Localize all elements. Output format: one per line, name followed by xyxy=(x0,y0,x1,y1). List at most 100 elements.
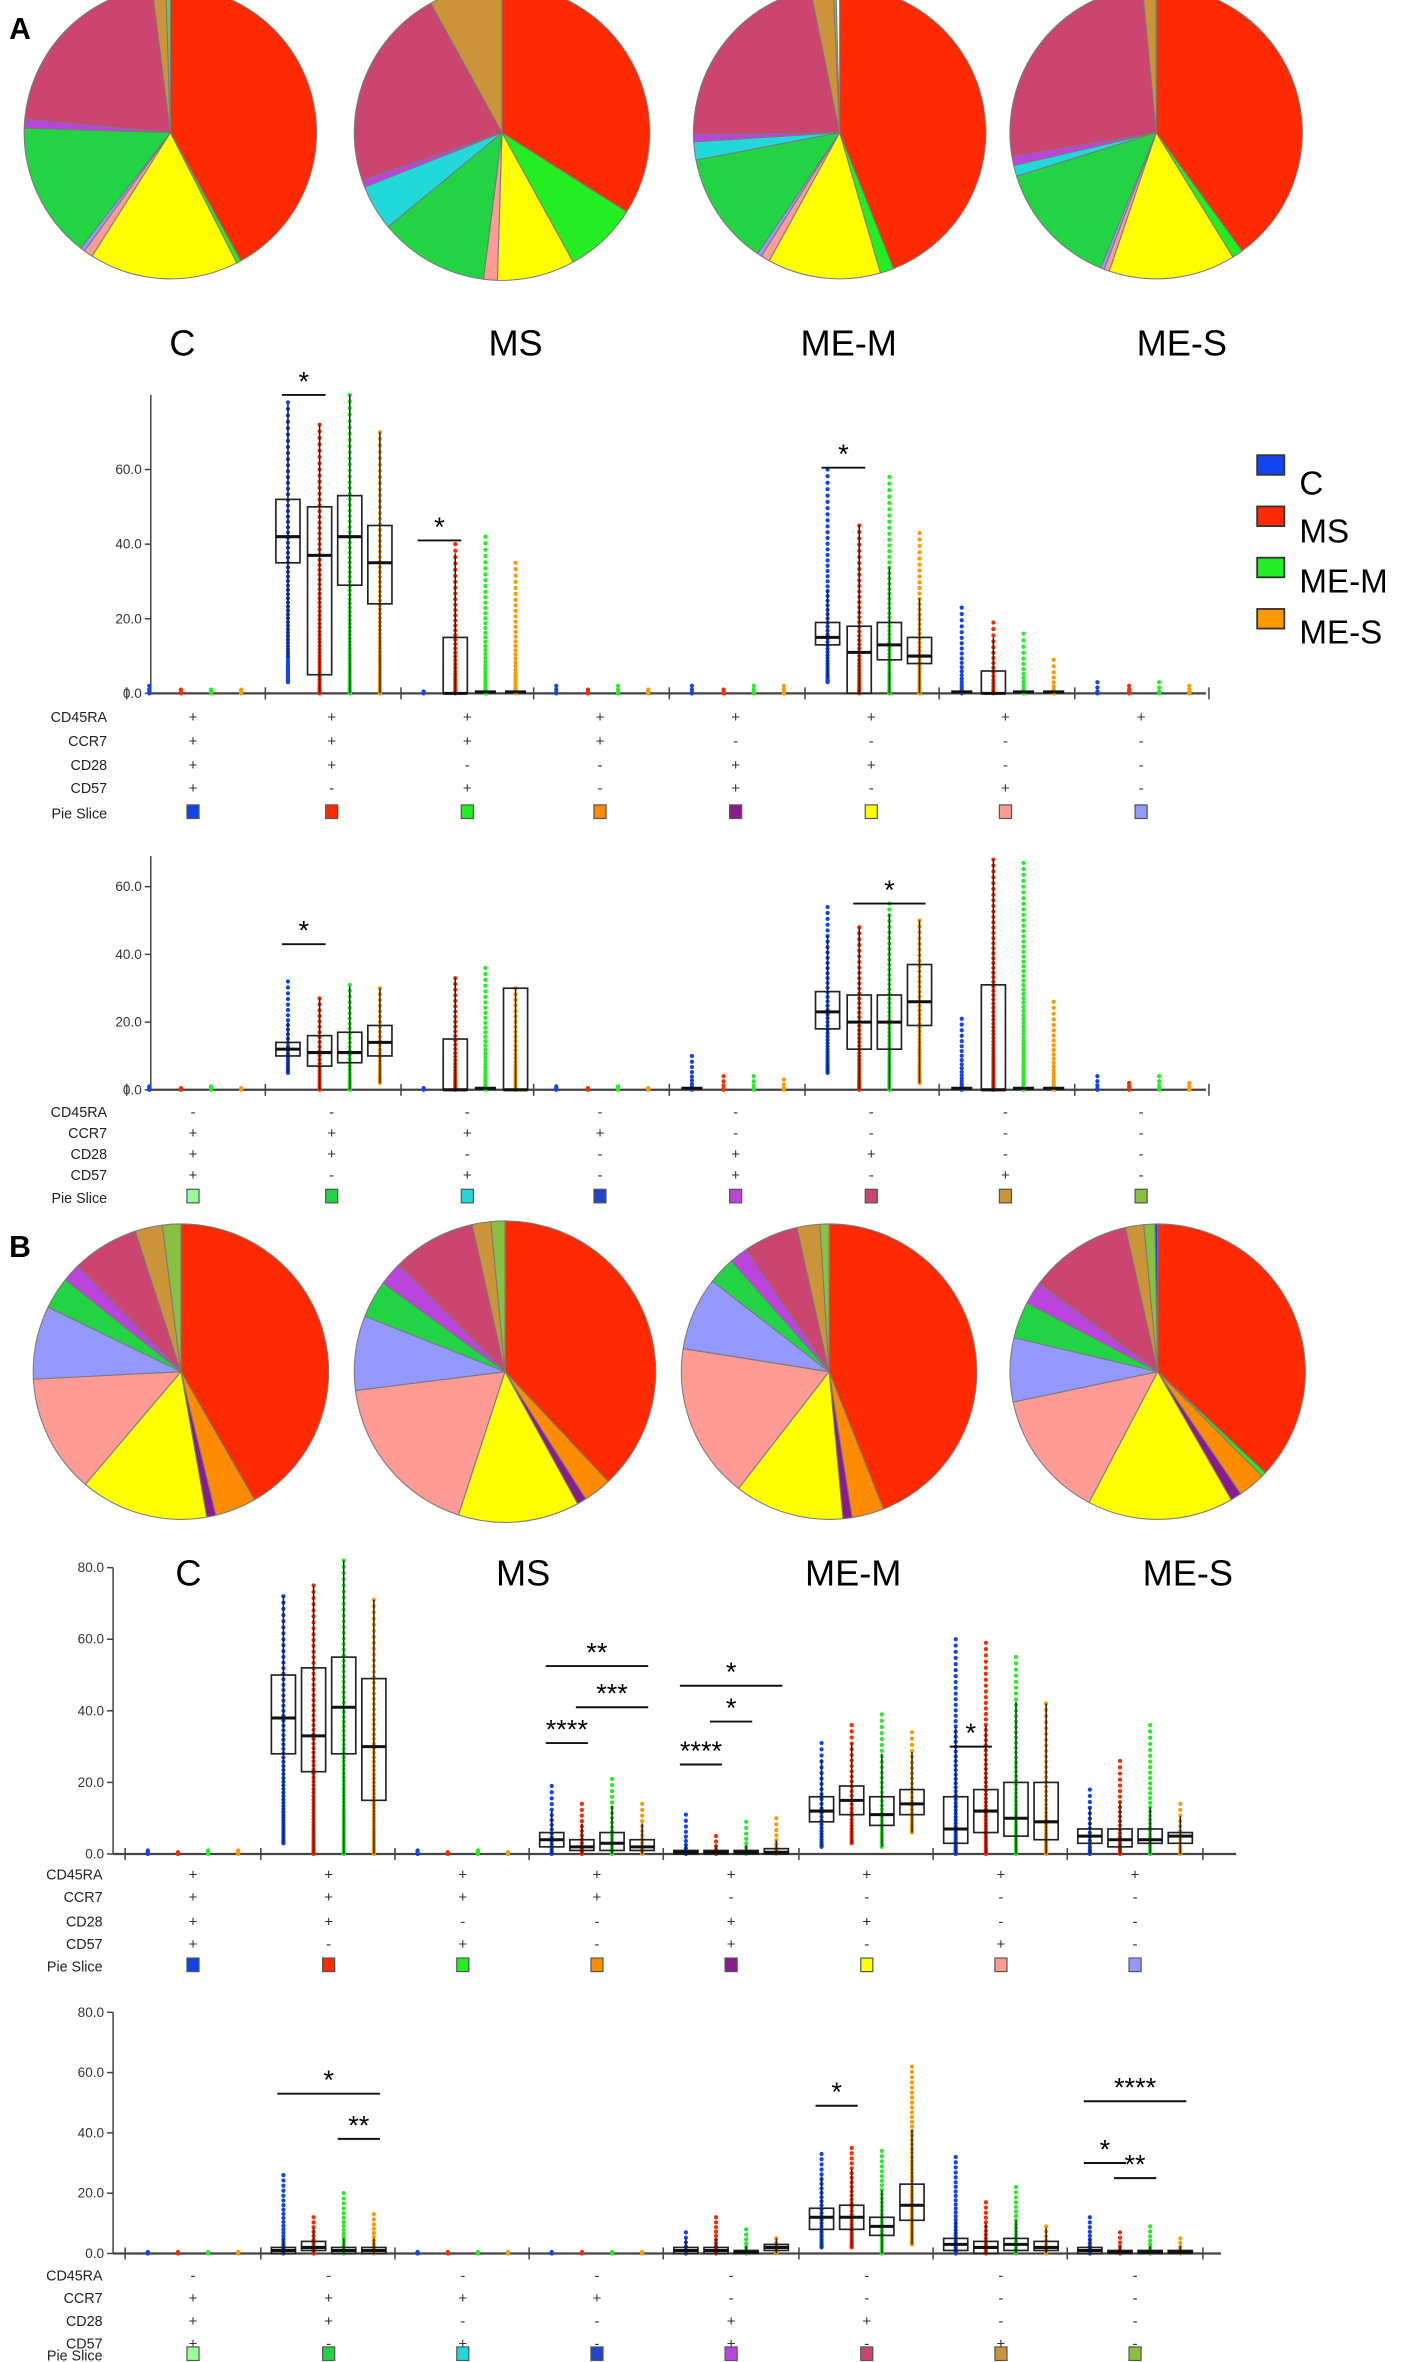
data-point xyxy=(513,597,518,602)
box-group-1 xyxy=(145,1848,241,1857)
data-point xyxy=(1087,1793,1092,1799)
data-point xyxy=(513,619,518,624)
data-point xyxy=(713,2215,719,2220)
data-point xyxy=(1021,1008,1026,1014)
data-point xyxy=(371,2212,376,2217)
marker-value: + xyxy=(593,1889,602,1906)
data-point xyxy=(505,1850,511,1855)
data-point xyxy=(175,1850,181,1855)
data-point xyxy=(483,547,488,552)
box-group-6 xyxy=(808,2064,925,2256)
data-point xyxy=(1126,687,1132,692)
data-point xyxy=(445,2249,450,2255)
pie-slice-olive xyxy=(161,1223,182,1372)
data-point xyxy=(825,480,830,485)
marker-value: - xyxy=(733,1104,738,1121)
data-point xyxy=(483,1005,488,1010)
data-point xyxy=(744,1831,749,1836)
data-point xyxy=(640,1801,645,1807)
data-point xyxy=(1095,689,1100,694)
data-point xyxy=(1148,1800,1153,1805)
box-group-6 xyxy=(808,1712,925,1849)
pie-slice-pink xyxy=(680,1347,831,1490)
data-point xyxy=(341,2219,346,2225)
data-point xyxy=(1087,2225,1092,2230)
data-point xyxy=(959,1048,964,1054)
data-point xyxy=(959,1076,964,1081)
data-point xyxy=(1148,1791,1153,1796)
box-group-5 xyxy=(689,683,786,696)
marker-value: - xyxy=(869,780,874,797)
data-point xyxy=(208,1084,214,1089)
marker-value: - xyxy=(1139,1146,1144,1163)
data-point xyxy=(879,2159,884,2164)
marker-value: - xyxy=(594,2268,599,2285)
box-group-2 xyxy=(275,392,393,696)
data-point xyxy=(475,2249,480,2255)
data-point xyxy=(341,2231,346,2236)
data-point xyxy=(513,591,518,596)
data-point xyxy=(819,2151,824,2157)
marker-value: - xyxy=(326,2335,331,2352)
data-point xyxy=(879,2148,884,2154)
data-point xyxy=(1187,683,1192,689)
box-group-8 xyxy=(1095,1074,1192,1092)
data-point xyxy=(483,1039,488,1044)
data-point xyxy=(953,2189,958,2194)
data-point xyxy=(483,1030,488,1035)
pie-slice-swatch-green2 xyxy=(322,2346,336,2362)
data-point xyxy=(751,1079,756,1084)
marker-value: - xyxy=(998,1889,1003,1906)
data-point xyxy=(953,1662,958,1667)
data-point xyxy=(683,1824,689,1829)
box xyxy=(1033,1781,1060,1841)
pie-slice-pink xyxy=(1012,1370,1159,1504)
pie-slice-swatch-magenta xyxy=(728,1188,743,1204)
data-point xyxy=(281,2233,286,2239)
data-point xyxy=(953,1643,958,1648)
data-point xyxy=(953,1674,958,1679)
box xyxy=(275,498,301,564)
data-point xyxy=(483,672,488,677)
data-point xyxy=(281,2211,286,2217)
pie-slice-crimson xyxy=(353,2,503,181)
data-point xyxy=(721,1074,726,1079)
data-point xyxy=(721,687,726,692)
data-point xyxy=(483,1015,488,1021)
data-point xyxy=(909,2124,915,2129)
data-point xyxy=(1013,2218,1019,2223)
y-tick-label: 60.0 xyxy=(115,879,141,894)
box xyxy=(300,1667,327,1773)
box-group-8 xyxy=(1076,1723,1194,1857)
data-point xyxy=(879,2183,884,2188)
marker-value: + xyxy=(867,1146,876,1163)
pie-slice-red xyxy=(1155,0,1303,252)
data-point xyxy=(1021,644,1026,649)
data-point xyxy=(483,625,488,631)
marker-value: + xyxy=(1001,709,1010,726)
data-point xyxy=(849,2156,854,2161)
pie-slice-red xyxy=(504,1220,657,1483)
box xyxy=(1107,1828,1133,1848)
data-point xyxy=(483,1065,488,1070)
pie-label: C xyxy=(175,1553,201,1594)
data-point xyxy=(825,563,830,568)
data-point xyxy=(1087,1787,1092,1792)
data-point xyxy=(1051,670,1056,675)
data-point xyxy=(1148,2224,1153,2229)
data-point xyxy=(1157,1074,1162,1079)
box-group-5 xyxy=(673,1812,790,1857)
data-point xyxy=(774,1837,779,1843)
box xyxy=(306,506,333,676)
pie-slice-green2 xyxy=(23,127,172,249)
data-point xyxy=(689,1069,695,1075)
data-point xyxy=(1051,1060,1056,1065)
data-point xyxy=(281,2183,286,2188)
pie-chart-ms xyxy=(353,1220,657,1523)
data-point xyxy=(887,507,892,512)
data-point xyxy=(991,633,996,638)
data-point xyxy=(781,683,786,689)
data-point xyxy=(1021,896,1026,901)
data-point xyxy=(549,1796,554,1801)
pie-slice-red xyxy=(169,0,318,262)
